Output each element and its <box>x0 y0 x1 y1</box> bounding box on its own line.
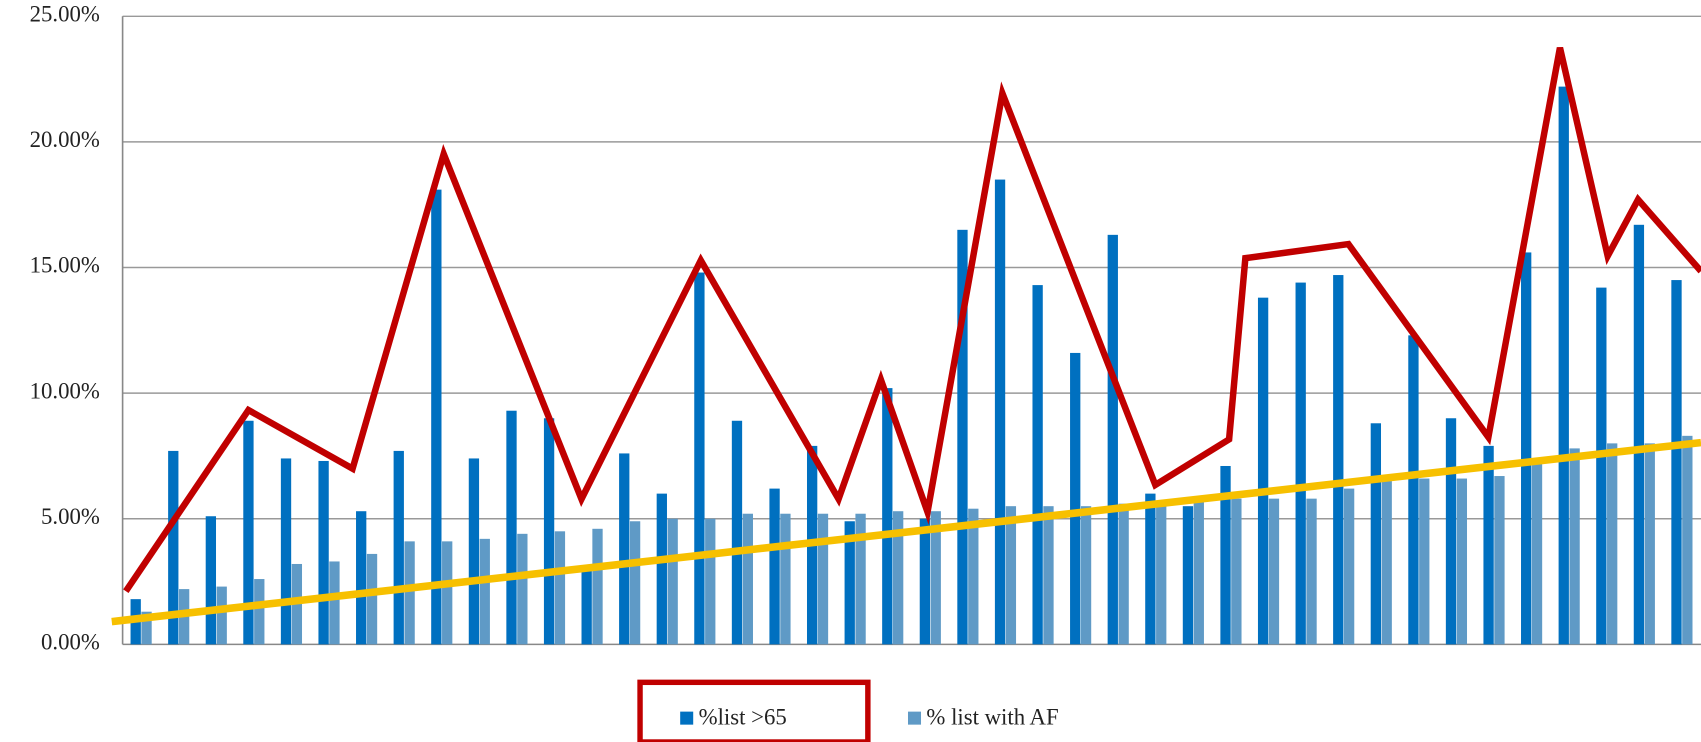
bar <box>479 538 490 645</box>
bar <box>366 553 378 645</box>
bar <box>1419 478 1430 645</box>
bar <box>994 179 1006 645</box>
bar <box>742 513 753 645</box>
bar <box>629 521 641 645</box>
bar <box>1070 352 1081 645</box>
bar <box>1295 282 1306 645</box>
bar <box>1445 418 1457 645</box>
bar <box>930 511 941 645</box>
bar <box>581 568 592 645</box>
trend-line <box>111 438 1701 626</box>
bar <box>957 229 968 645</box>
bar <box>1268 498 1280 645</box>
bar <box>1483 445 1494 645</box>
legend-label: %list >65 <box>699 704 787 729</box>
bar <box>393 450 404 645</box>
bar <box>1032 285 1043 645</box>
bar <box>1456 478 1468 645</box>
bar <box>356 511 367 645</box>
bar <box>780 513 791 645</box>
bar <box>404 541 415 645</box>
bar <box>1607 443 1618 645</box>
bar <box>442 541 453 645</box>
bar <box>506 410 517 645</box>
bar <box>619 453 630 645</box>
bar <box>893 511 904 645</box>
y-tick-label: 0.00% <box>41 630 100 655</box>
bar <box>1107 234 1118 645</box>
bar <box>731 420 743 645</box>
bar <box>1343 488 1355 645</box>
bar <box>1080 506 1092 645</box>
bar <box>1118 503 1129 645</box>
bar <box>517 533 528 645</box>
bar <box>656 493 667 645</box>
bar <box>329 561 340 645</box>
bar <box>243 420 254 645</box>
bar <box>318 460 329 645</box>
bar <box>1682 435 1693 645</box>
bar <box>1569 448 1580 645</box>
bar <box>844 521 855 645</box>
bar <box>882 388 893 645</box>
legend-highlight <box>637 679 871 742</box>
bar <box>1193 501 1204 645</box>
bar <box>1531 463 1543 645</box>
bar <box>168 450 179 645</box>
bar <box>1043 506 1054 645</box>
bar <box>1494 476 1505 645</box>
bar <box>667 518 678 645</box>
bar <box>1633 224 1645 645</box>
bar <box>855 513 866 645</box>
bar <box>1381 481 1392 645</box>
bar <box>1408 335 1419 645</box>
bar <box>1145 493 1156 645</box>
bar <box>280 458 292 645</box>
bar <box>1231 498 1242 645</box>
bar <box>1596 287 1607 645</box>
bar <box>1257 297 1269 645</box>
bar <box>468 458 480 645</box>
annotation-zigzag <box>123 47 1701 594</box>
bar <box>694 272 705 645</box>
bar <box>1005 506 1017 645</box>
bar <box>1671 280 1682 645</box>
bar <box>592 528 603 645</box>
bar <box>205 516 217 645</box>
bar <box>554 531 566 645</box>
bar <box>254 579 265 645</box>
bars <box>122 15 1701 646</box>
bar <box>1156 503 1167 645</box>
bar <box>1521 252 1532 645</box>
bar <box>1333 275 1344 645</box>
bar <box>817 513 829 645</box>
legend-swatch <box>907 711 922 725</box>
bar <box>216 586 227 645</box>
bar <box>1644 443 1655 645</box>
y-tick-label: 15.00% <box>30 253 100 278</box>
bar <box>1182 506 1194 645</box>
bar <box>141 611 152 645</box>
y-tick-label: 10.00% <box>30 378 100 403</box>
bar <box>1558 86 1569 645</box>
bar <box>431 189 442 645</box>
legend-label: % list with AF <box>926 704 1058 729</box>
bar <box>968 508 979 645</box>
bar <box>1370 423 1382 645</box>
y-tick-label: 25.00% <box>30 2 100 27</box>
bar <box>1306 498 1317 645</box>
bar <box>543 418 555 645</box>
bar <box>705 518 716 645</box>
bar <box>919 518 931 645</box>
y-tick-label: 20.00% <box>30 127 100 152</box>
y-tick-label: 5.00% <box>41 504 100 529</box>
bar <box>1220 465 1231 645</box>
bar <box>769 488 780 645</box>
legend-swatch <box>680 711 694 725</box>
